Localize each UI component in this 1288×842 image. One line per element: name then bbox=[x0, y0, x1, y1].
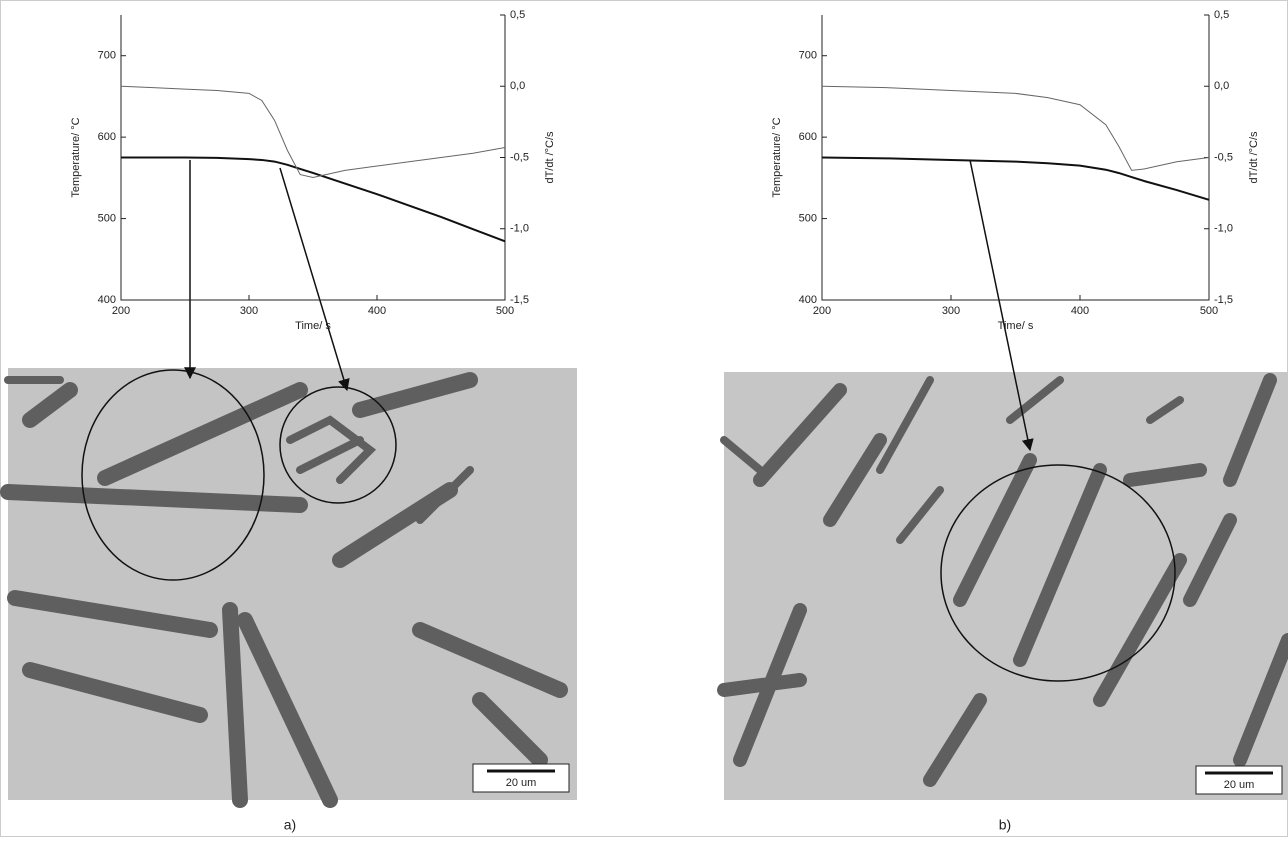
x-axis-label: Time/ s bbox=[998, 320, 1034, 332]
x-tick-label: 300 bbox=[240, 305, 258, 317]
y-axis-label: Temperature/ °C bbox=[771, 117, 783, 197]
x-tick-label: 400 bbox=[1071, 305, 1089, 317]
y2-tick-label: -1,5 bbox=[1214, 294, 1233, 306]
y2-tick-label: 0,5 bbox=[1214, 9, 1229, 21]
data-line bbox=[121, 156, 506, 243]
y2-tick-label: -1,0 bbox=[510, 223, 529, 235]
y-tick-label: 400 bbox=[799, 294, 817, 306]
scale-bar-label: 20 um bbox=[506, 777, 537, 789]
scale-bar-label: 20 um bbox=[1224, 779, 1255, 791]
x-axis-label: Time/ s bbox=[295, 320, 331, 332]
data-line bbox=[821, 85, 1210, 171]
panel-label: a) bbox=[284, 817, 296, 833]
y2-tick-label: -0,5 bbox=[510, 151, 529, 163]
y-tick-label: 500 bbox=[799, 212, 817, 224]
x-tick-label: 400 bbox=[368, 305, 386, 317]
data-line bbox=[120, 85, 506, 178]
x-tick-label: 300 bbox=[942, 305, 960, 317]
y2-tick-label: -1,5 bbox=[510, 294, 529, 306]
y2-axis-label: dT/dt /°C/s bbox=[544, 131, 556, 184]
y-tick-label: 500 bbox=[98, 212, 116, 224]
arrow bbox=[969, 159, 1034, 452]
y-tick-label: 700 bbox=[799, 50, 817, 62]
arrow bbox=[279, 167, 350, 392]
y-tick-label: 700 bbox=[98, 50, 116, 62]
micrograph: 20 um bbox=[0, 368, 577, 808]
y-tick-label: 600 bbox=[98, 131, 116, 143]
data-line bbox=[821, 156, 1210, 201]
x-tick-label: 200 bbox=[813, 305, 831, 317]
x-tick-label: 200 bbox=[112, 305, 130, 317]
panel-label: b) bbox=[999, 817, 1011, 833]
y2-tick-label: -0,5 bbox=[1214, 151, 1233, 163]
micrograph: 20 um bbox=[717, 372, 1288, 800]
x-tick-label: 500 bbox=[1200, 305, 1218, 317]
y2-tick-label: 0,0 bbox=[510, 80, 525, 92]
y2-tick-label: 0,5 bbox=[510, 9, 525, 21]
y2-tick-label: 0,0 bbox=[1214, 80, 1229, 92]
y-tick-label: 600 bbox=[799, 131, 817, 143]
y-tick-label: 400 bbox=[98, 294, 116, 306]
x-tick-label: 500 bbox=[496, 305, 514, 317]
y2-axis-label: dT/dt /°C/s bbox=[1248, 131, 1260, 184]
y2-tick-label: -1,0 bbox=[1214, 223, 1233, 235]
y-axis-label: Temperature/ °C bbox=[70, 117, 82, 197]
